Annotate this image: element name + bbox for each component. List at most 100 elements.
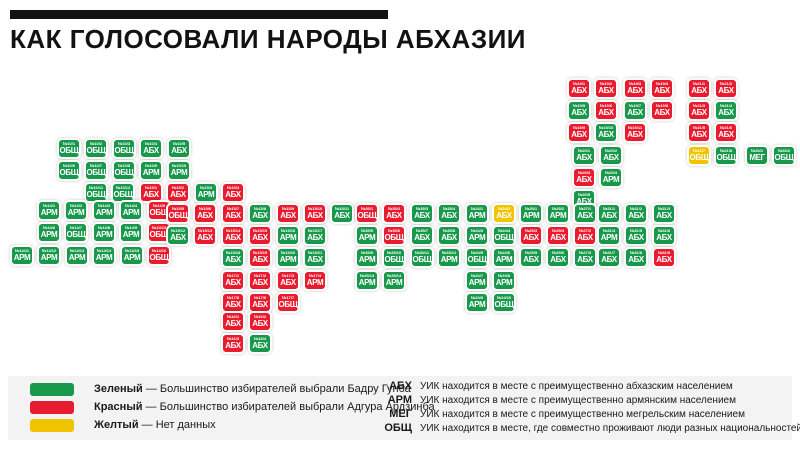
- uik-ethnic-label: АБХ: [656, 233, 672, 242]
- uik-ethnic-label: АБХ: [225, 341, 241, 350]
- uik-ethnic-label: ОБЩ: [149, 253, 169, 262]
- uik-tile: №15/5 ОБЩ: [166, 203, 190, 224]
- uik-ethnic-label: АРМ: [358, 255, 376, 264]
- uik-number: №19/7: [628, 103, 642, 108]
- uik-number: №14/1: [42, 203, 56, 208]
- uik-number: №27/1: [578, 206, 592, 211]
- uik-ethnic-label: АРМ: [522, 211, 540, 220]
- uik-ethnic-label: ОБЩ: [149, 208, 169, 217]
- uik-tile: №14/1 АРМ: [37, 200, 61, 221]
- uik-number: №15/4: [226, 185, 240, 190]
- uik-ethnic-label: АБХ: [571, 130, 587, 139]
- uik-tile: №10/1 ОБЩ: [57, 138, 81, 159]
- uik-ethnic-label: ОБЩ: [467, 255, 487, 264]
- uik-tile: №15/6 АБХ: [193, 203, 217, 224]
- uik-tile: №21/8 ОБЩ: [714, 145, 738, 166]
- uik-tile: №10/9 АРМ: [139, 160, 163, 181]
- uik-ethnic-label: АРМ: [67, 208, 85, 217]
- uik-tile: №31/8 АБХ: [624, 247, 648, 268]
- uik-number: №15/1: [144, 185, 158, 190]
- uik-tile: №31/1 АБХ: [597, 203, 621, 224]
- abbr-desc: УИК находится в месте с преимущественно …: [420, 395, 736, 406]
- uik-tile: №14/3 АРМ: [92, 200, 116, 221]
- uik-number: №20/3: [577, 170, 591, 175]
- uik-tile: №14/11 АРМ: [10, 245, 34, 266]
- uik-ethnic-label: АБХ: [441, 233, 457, 242]
- uik-ethnic-label: АБХ: [550, 255, 566, 264]
- uik-tile: №16/4 АБХ: [248, 333, 272, 354]
- uik-tile: №19/10 АБХ: [594, 122, 618, 143]
- legend-term: Красный: [94, 401, 143, 413]
- uik-tile: №24/8 АРМ: [492, 270, 516, 291]
- uik-number: №31/9: [657, 250, 671, 255]
- uik-number: №31/6: [657, 228, 671, 233]
- uik-ethnic-label: ОБЩ: [689, 153, 709, 162]
- uik-ethnic-label: АБХ: [252, 233, 268, 242]
- uik-tile: №35/10 ОБЩ: [382, 247, 406, 268]
- uik-tile: №15/7 АБХ: [221, 203, 245, 224]
- uik-tile: №14/8 АРМ: [92, 222, 116, 243]
- uik-number: №31/3: [657, 206, 671, 211]
- uik-number: №10/8: [117, 163, 131, 168]
- uik-number: №24/1: [470, 206, 484, 211]
- uik-ethnic-label: АБХ: [414, 233, 430, 242]
- uik-tile: №25/1 АРМ: [519, 203, 543, 224]
- abbr-key: ОБЩ: [384, 422, 412, 434]
- uik-tile: №14/4 АРМ: [119, 200, 143, 221]
- uik-number: №35/2: [387, 206, 401, 211]
- uik-ethnic-label: ОБЩ: [774, 153, 794, 162]
- uik-tile: №31/3 АБХ: [652, 203, 676, 224]
- uik-ethnic-label: АБХ: [718, 86, 734, 95]
- uik-ethnic-label: АБХ: [598, 86, 614, 95]
- uik-tile: №15/16 АРМ: [276, 225, 300, 246]
- uik-number: №27/3: [578, 250, 592, 255]
- uik-tile: №35/7 АБХ: [410, 225, 434, 246]
- uik-number: №15/14: [225, 228, 241, 233]
- uik-tile: №25/5 АБХ: [519, 247, 543, 268]
- uik-tile: №15/12 АБХ: [166, 225, 190, 246]
- uik-number: №14/12: [41, 248, 57, 253]
- uik-tile: №16/1 АБХ: [221, 311, 245, 332]
- uik-number: №24/10: [496, 295, 512, 300]
- uik-ethnic-label: ОБЩ: [59, 168, 79, 177]
- uik-number: №16/4: [253, 336, 267, 341]
- uik-ethnic-label: АРМ: [123, 253, 141, 262]
- uik-ethnic-label: МЕГ: [749, 153, 765, 162]
- uik-tile: №14/16 ОБЩ: [147, 245, 171, 266]
- uik-tile: №27/1 АБХ: [573, 203, 597, 224]
- uik-number: №14/9: [124, 225, 138, 230]
- uik-number: №17/7: [281, 295, 295, 300]
- uik-tile: №27/3 АБХ: [573, 247, 597, 268]
- uik-tile: №15/19 АБХ: [248, 247, 272, 268]
- uik-ethnic-label: АБХ: [571, 108, 587, 117]
- uik-tile: №14/15 АРМ: [120, 245, 144, 266]
- legend-desc: Большинство избирателей выбрали Бадру Гу…: [159, 383, 411, 395]
- uik-number: №19/9: [572, 125, 586, 130]
- uik-ethnic-label: АРМ: [602, 175, 620, 184]
- uik-ethnic-label: АРМ: [440, 255, 458, 264]
- uik-number: №15/12: [170, 228, 186, 233]
- uik-ethnic-label: АБХ: [691, 130, 707, 139]
- uik-tile: №35/8 АБХ: [437, 225, 461, 246]
- uik-ethnic-label: АРМ: [142, 168, 160, 177]
- uik-tile: №35/11 ОБЩ: [410, 247, 434, 268]
- uik-tile: №17/6 АБХ: [248, 292, 272, 313]
- uik-ethnic-label: АБХ: [197, 211, 213, 220]
- uik-tile: №15/18 АБХ: [221, 247, 245, 268]
- uik-number: №15/17: [307, 228, 323, 233]
- uik-tile: №31/4 АРМ: [597, 225, 621, 246]
- uik-ethnic-label: АБХ: [225, 319, 241, 328]
- uik-number: №17/4: [308, 273, 322, 278]
- uik-ethnic-label: АБХ: [197, 233, 213, 242]
- uik-tile: №24/9 АРМ: [465, 292, 489, 313]
- uik-number: №35/13: [359, 273, 375, 278]
- uik-number: №31/1: [602, 206, 616, 211]
- uik-number: №19/5: [572, 103, 586, 108]
- uik-number: №15/20: [280, 250, 296, 255]
- uik-tile: №14/6 АРМ: [37, 222, 61, 243]
- page-title: КАК ГОЛОСОВАЛИ НАРОДЫ АБХАЗИИ: [10, 24, 526, 54]
- uik-number: №19/8: [655, 103, 669, 108]
- uik-ethnic-label: АБХ: [225, 211, 241, 220]
- uik-number: №21/4: [719, 103, 733, 108]
